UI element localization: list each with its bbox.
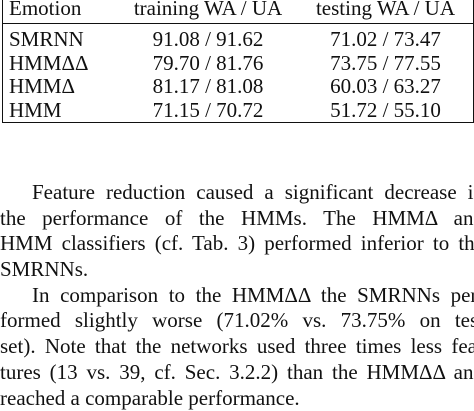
text-line: tures (13 vs. 39, cf. Sec. 3.2.2) than t… — [0, 360, 474, 386]
text-line: formed slightly worse (71.02% vs. 73.75%… — [0, 308, 474, 334]
table-cell: 71.15 / 70.72 — [113, 99, 303, 123]
text-line: reached a comparable performance. — [0, 386, 474, 411]
header-cell: Emotion — [9, 0, 81, 21]
table-cell: HMMΔΔ — [9, 52, 89, 76]
table-cell: 79.70 / 81.76 — [113, 52, 303, 76]
table-cell: 60.03 / 63.27 — [293, 75, 474, 99]
header-cell: testing WA / UA — [293, 0, 474, 21]
table-cell: HMMΔ — [9, 75, 75, 99]
table-cell: 81.17 / 81.08 — [113, 75, 303, 99]
table-cell: 71.02 / 73.47 — [293, 28, 474, 52]
text-line: HMM classifiers (cf. Tab. 3) performed i… — [0, 231, 474, 257]
table-cell: 73.75 / 77.55 — [293, 52, 474, 76]
table-cell: 51.72 / 55.10 — [293, 99, 474, 123]
table-cell: 91.08 / 91.62 — [113, 28, 303, 52]
header-cell: training WA / UA — [113, 0, 303, 21]
table-cell: SMRNN — [9, 28, 84, 52]
text-line: the performance of the HMMs. The HMMΔ an… — [0, 206, 474, 232]
text-line: set). Note that the networks used three … — [0, 334, 474, 360]
table-cell: HMM — [9, 99, 62, 123]
text-line: SMRNNs. — [0, 257, 474, 283]
text-line: Feature reduction caused a significant d… — [0, 180, 474, 206]
body-text: Feature reduction caused a significant d… — [0, 180, 474, 411]
text-line: In comparison to the HMMΔΔ the SMRNNs pe… — [0, 283, 474, 309]
